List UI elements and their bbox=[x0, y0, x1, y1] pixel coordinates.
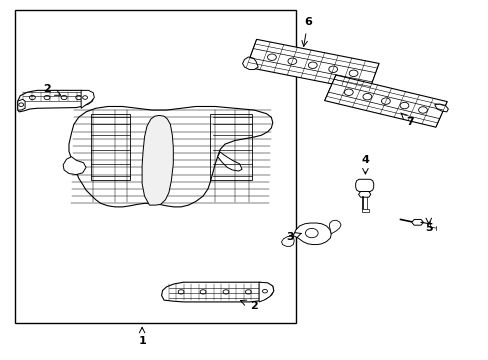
Bar bbox=[15, 10, 295, 323]
Text: 3: 3 bbox=[285, 232, 293, 242]
Polygon shape bbox=[18, 90, 93, 112]
Polygon shape bbox=[81, 90, 94, 108]
Polygon shape bbox=[355, 179, 373, 192]
Polygon shape bbox=[63, 157, 86, 175]
Text: 1: 1 bbox=[138, 336, 146, 346]
Polygon shape bbox=[329, 220, 340, 234]
Polygon shape bbox=[69, 107, 272, 207]
Text: 7: 7 bbox=[406, 117, 413, 127]
Polygon shape bbox=[361, 210, 368, 212]
Polygon shape bbox=[259, 282, 273, 302]
Polygon shape bbox=[324, 75, 447, 127]
Polygon shape bbox=[434, 104, 447, 112]
Polygon shape bbox=[281, 235, 294, 246]
Text: 6: 6 bbox=[304, 17, 311, 27]
Polygon shape bbox=[242, 57, 258, 69]
Polygon shape bbox=[217, 152, 242, 171]
Polygon shape bbox=[358, 192, 370, 197]
Text: 5: 5 bbox=[424, 224, 432, 233]
Polygon shape bbox=[411, 220, 423, 225]
Polygon shape bbox=[142, 116, 173, 205]
Text: 4: 4 bbox=[361, 155, 368, 165]
Text: 2: 2 bbox=[43, 84, 51, 94]
Polygon shape bbox=[161, 282, 273, 302]
Polygon shape bbox=[18, 99, 25, 110]
Polygon shape bbox=[246, 39, 378, 91]
Polygon shape bbox=[293, 223, 330, 244]
Text: 2: 2 bbox=[250, 301, 258, 311]
